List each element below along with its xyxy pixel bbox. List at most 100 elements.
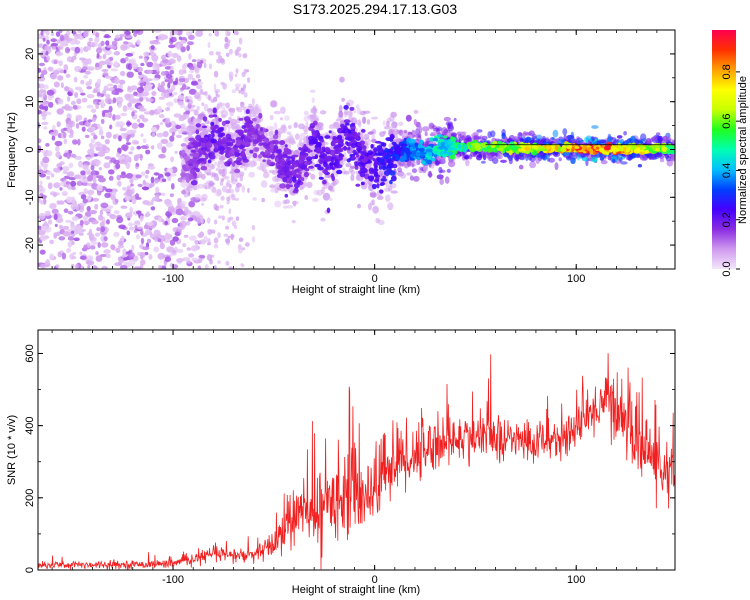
spectrogram-cell	[105, 87, 113, 92]
spectrogram-cell	[570, 157, 576, 164]
spectrogram-cell	[176, 248, 184, 253]
spectrogram-cell	[176, 43, 181, 50]
spectrogram-cell	[101, 265, 108, 269]
spectrogram-cell	[191, 81, 198, 86]
spectrogram-cell	[220, 81, 225, 86]
spectrogram-cell	[62, 170, 69, 175]
spectrogram-cell	[309, 89, 316, 93]
spectrogram-cell	[222, 185, 227, 193]
spectrogram-cell	[147, 166, 156, 170]
spectrogram-cell	[54, 223, 58, 228]
spectrogram-cell	[123, 257, 129, 261]
spectrogram-cell	[461, 135, 465, 141]
spectrogram-cell	[103, 249, 111, 254]
spectrogram-cell	[72, 105, 78, 110]
spectrogram-cell	[238, 90, 241, 94]
spectrogram-cell	[86, 104, 94, 109]
spectrogram-cell	[270, 188, 277, 193]
spectrogram-cell	[87, 194, 92, 201]
spectrogram-cell	[71, 256, 77, 260]
spectrogram-cell	[180, 46, 186, 53]
spectrogram-cell	[304, 195, 309, 200]
spectrogram-cell	[99, 209, 103, 216]
spectrogram-cell	[180, 87, 185, 91]
spectrogram-cell	[390, 111, 397, 118]
spectrogram-cell	[47, 219, 53, 225]
spectrogram-cell	[96, 227, 101, 232]
spectrogram-cell	[166, 246, 175, 250]
spectrogram-cell	[128, 98, 137, 104]
spectrogram-cell	[232, 172, 240, 179]
spectrogram-cell	[215, 188, 222, 197]
spectrogram-ridge-cell	[201, 125, 208, 129]
spectrogram-cell	[126, 230, 131, 236]
spectrogram-cell	[83, 215, 88, 221]
spectrogram-cell	[519, 138, 524, 142]
spectrogram-cell	[269, 184, 276, 189]
spectrogram-cell	[213, 83, 217, 90]
spectrogram-cell	[118, 155, 125, 160]
spectrogram-cell	[71, 186, 76, 191]
spectrogram-cell	[666, 159, 674, 167]
spectrogram-cell	[236, 107, 243, 113]
spectrogram-cell	[72, 252, 77, 255]
spectrogram-cell	[76, 226, 83, 234]
spectrogram-cell	[109, 124, 113, 130]
spectrogram-cell	[378, 170, 383, 177]
spectrogram-cell	[136, 86, 144, 93]
spectrogram-cell	[169, 70, 175, 75]
spectrogram-cell	[91, 108, 97, 113]
spectrogram-cell	[145, 97, 149, 102]
spectrogram-cell	[70, 180, 77, 187]
spectrogram-cell	[176, 258, 184, 263]
spectrogram-cell	[112, 97, 117, 104]
spectrogram-cell	[175, 124, 182, 130]
spectrogram-cell	[140, 171, 146, 177]
spectrogram-cell	[306, 181, 313, 188]
spectrogram-cell	[403, 161, 408, 169]
spectrogram-cell	[282, 199, 287, 205]
spectrogram-cell	[273, 122, 278, 131]
spectrogram-cell	[553, 138, 558, 145]
spectrogram-cell	[125, 173, 134, 179]
spectrogram-cell	[68, 134, 74, 139]
spectrogram-cell	[366, 119, 370, 125]
spectrogram-cell	[119, 265, 128, 269]
spectrogram-cell	[186, 186, 193, 192]
spectrogram-cell	[135, 196, 142, 200]
spectrogram-cell	[430, 131, 438, 136]
spectrogram-cell	[158, 114, 165, 119]
spectrogram-cell	[356, 104, 360, 109]
spectrogram-ridge-cell	[262, 159, 267, 163]
spectrogram-cell	[343, 170, 350, 175]
spectrogram-cell	[167, 213, 171, 219]
spectrogram-cell	[224, 42, 229, 50]
spectrogram-cell	[137, 118, 141, 123]
spectrogram-cell	[102, 111, 106, 118]
spectrogram-cell	[50, 42, 59, 48]
spectrogram-cell	[57, 251, 62, 258]
spectrogram-cell	[93, 159, 99, 163]
spectrogram-cell	[90, 41, 99, 48]
spectrogram-ridge-cell	[258, 112, 263, 119]
spectrogram-cell	[96, 47, 103, 54]
spectrogram-cell	[189, 99, 193, 105]
spectrogram-cell	[78, 160, 83, 168]
spectrogram-cell	[312, 198, 319, 202]
spectrogram-cell	[71, 55, 77, 61]
spectrogram-cell	[196, 105, 200, 111]
spectrogram-cell	[194, 65, 199, 73]
spectrogram-cell	[186, 260, 192, 264]
spectrogram-cell	[98, 167, 102, 171]
spectrogram-cell	[116, 88, 124, 93]
spectrogram-cell	[384, 181, 390, 186]
spectrogram-cell	[157, 33, 166, 41]
spectrogram-cell	[92, 237, 97, 242]
spectrogram-cell	[53, 60, 58, 64]
spectrogram-cell	[108, 169, 115, 175]
spectrogram-ridge-cell	[428, 137, 435, 142]
spectrogram-cell	[47, 94, 53, 101]
spectrogram-cell	[148, 254, 153, 260]
spectrogram-cell	[73, 36, 78, 44]
spectrogram-cell	[82, 164, 89, 170]
